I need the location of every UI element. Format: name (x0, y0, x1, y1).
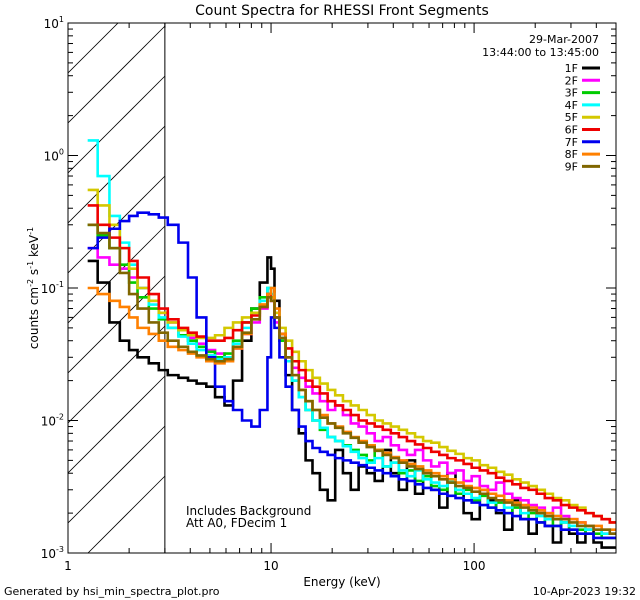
legend-label-3F: 3F (565, 87, 578, 100)
series-line-5F (87, 188, 616, 524)
y-tick-label: 100 (44, 148, 64, 164)
hatch-line (68, 325, 166, 424)
x-tick-label: 1 (64, 559, 72, 573)
series-line-6F (87, 204, 616, 524)
annotation-attenuator: Att A0, FDecim 1 (186, 516, 287, 530)
y-tick-label: 10-1 (41, 280, 64, 296)
series-line-7F (87, 211, 616, 540)
hatch-line (68, 25, 166, 124)
hatch-line (68, 75, 166, 174)
legend-label-7F: 7F (565, 136, 578, 149)
hatch-line (68, 125, 166, 224)
series-group (87, 139, 616, 549)
legend-label-4F: 4F (565, 99, 578, 112)
series-line-9F (87, 223, 616, 535)
legend-label-1F: 1F (565, 62, 578, 75)
hatch-line (68, 225, 166, 324)
hatch-line (87, 475, 166, 553)
generator-footer: Generated by hsi_min_spectra_plot.pro (4, 585, 220, 598)
timestamp-footer: 10-Apr-2023 19:32 (533, 585, 636, 598)
y-tick-label: 101 (44, 15, 64, 31)
excluded-region-hatch (68, 23, 166, 553)
legend-label-8F: 8F (565, 148, 578, 161)
hatch-line (68, 23, 69, 24)
series-line-1F (87, 256, 616, 549)
hatch-line (68, 375, 166, 474)
hatch-line (68, 23, 119, 74)
x-axis-label: Energy (keV) (303, 575, 380, 589)
y-tick-label: 10-2 (41, 413, 64, 429)
time-range-label: 13:44:00 to 13:45:00 (482, 46, 599, 59)
x-tick-label: 10 (263, 559, 278, 573)
y-axis-label: counts cm-2 s-1 keV-1 (26, 227, 41, 349)
legend-label-9F: 9F (565, 160, 578, 173)
x-tick-label: 100 (463, 559, 486, 573)
hatch-line (68, 425, 166, 524)
axis-ticks: 1 10 100 101 100 10-1 10-2 10-3 (41, 15, 617, 573)
legend-label-2F: 2F (565, 74, 578, 87)
hatch-line (68, 275, 166, 374)
legend-label-5F: 5F (565, 111, 578, 124)
annotation-background: Includes Background (186, 504, 311, 518)
date-label: 29-Mar-2007 (529, 33, 599, 46)
chart-title: Count Spectra for RHESSI Front Segments (195, 3, 489, 19)
y-tick-label: 10-3 (41, 545, 64, 561)
legend-label-6F: 6F (565, 124, 578, 137)
